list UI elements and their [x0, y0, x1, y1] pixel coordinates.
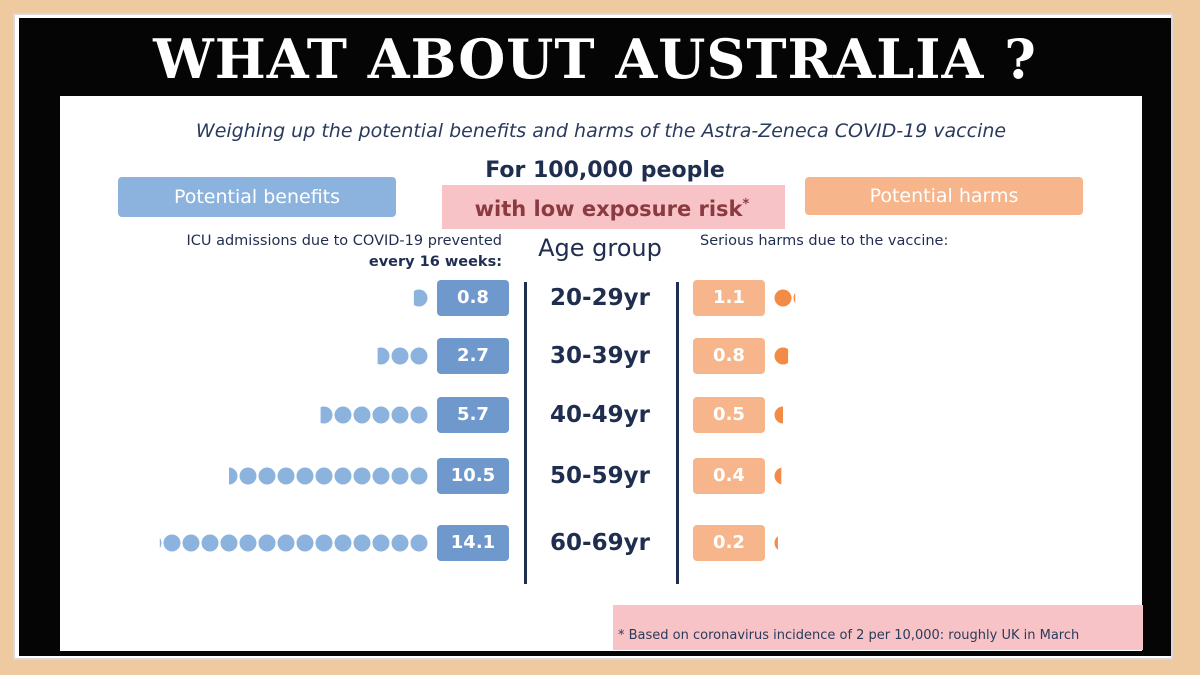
potential-benefits-header: Potential benefits	[118, 177, 396, 217]
population-label: For 100,000 people	[485, 158, 725, 183]
benefit-60-69-partial-dot	[159, 537, 162, 549]
harm-value-20-29: 1.1	[693, 280, 765, 316]
harms-caption: Serious harms due to the vaccine:	[700, 233, 949, 249]
footnote-marker: *	[742, 197, 750, 212]
age-label-50-59: 50-59yr	[550, 463, 650, 489]
benefit-60-69-dot	[296, 534, 314, 552]
benefit-50-59-dot	[372, 467, 390, 485]
benefit-30-39-dot	[391, 347, 409, 365]
harm-20-29-dot	[774, 289, 792, 307]
benefit-50-59-dot	[315, 467, 333, 485]
benefit-value-30-39: 2.7	[437, 338, 509, 374]
benefit-60-69-dot	[182, 534, 200, 552]
benefit-60-69-dot	[334, 534, 352, 552]
benefit-40-49-partial-dot	[320, 406, 333, 424]
harm-40-49-partial-dot	[774, 406, 783, 424]
benefit-40-49-dot	[410, 406, 428, 424]
benefit-value-50-59: 10.5	[437, 458, 509, 494]
exposure-risk-text: with low exposure risk	[474, 197, 743, 221]
left-divider	[524, 282, 527, 584]
benefit-40-49-dot	[391, 406, 409, 424]
harm-50-59-partial-dot	[774, 467, 782, 485]
benefit-50-59-dot	[239, 467, 257, 485]
potential-harms-header: Potential harms	[805, 177, 1083, 215]
age-label-40-49: 40-49yr	[550, 402, 650, 428]
benefit-50-59-partial-dot	[229, 467, 238, 485]
benefit-60-69-dot	[220, 534, 238, 552]
age-label-30-39: 30-39yr	[550, 343, 650, 369]
age-label-60-69: 60-69yr	[550, 530, 650, 556]
low-risk-highlight	[442, 185, 785, 229]
benefit-30-39-dot	[410, 347, 428, 365]
harm-20-29-partial-dot	[793, 292, 796, 304]
benefit-50-59-dot	[391, 467, 409, 485]
benefit-value-20-29: 0.8	[437, 280, 509, 316]
age-group-header: Age group	[538, 234, 662, 262]
benefit-50-59-dot	[277, 467, 295, 485]
benefit-40-49-dot	[334, 406, 352, 424]
chart-subtitle: Weighing up the potential benefits and h…	[195, 120, 1007, 142]
harm-value-40-49: 0.5	[693, 397, 765, 433]
benefit-value-40-49: 5.7	[437, 397, 509, 433]
benefit-value-60-69: 14.1	[437, 525, 509, 561]
benefit-50-59-dot	[353, 467, 371, 485]
harm-value-50-59: 0.4	[693, 458, 765, 494]
benefit-40-49-dot	[372, 406, 390, 424]
benefit-60-69-dot	[239, 534, 257, 552]
benefits-caption-period: every 16 weeks:	[368, 254, 502, 270]
benefit-60-69-dot	[353, 534, 371, 552]
benefit-50-59-dot	[296, 467, 314, 485]
benefit-30-39-partial-dot	[377, 347, 390, 365]
footnote: * Based on coronavirus incidence of 2 pe…	[618, 628, 1080, 643]
benefit-50-59-dot	[334, 467, 352, 485]
benefit-60-69-dot	[277, 534, 295, 552]
benefit-60-69-dot	[391, 534, 409, 552]
age-label-20-29: 20-29yr	[550, 285, 650, 311]
benefit-40-49-dot	[353, 406, 371, 424]
benefits-caption: ICU admissions due to COVID-19 prevented	[186, 233, 502, 249]
right-divider	[676, 282, 679, 584]
benefit-60-69-dot	[201, 534, 219, 552]
benefit-50-59-dot	[410, 467, 428, 485]
headline: WHAT ABOUT AUSTRALIA ?	[153, 27, 1037, 91]
benefit-60-69-dot	[410, 534, 428, 552]
benefit-60-69-dot	[258, 534, 276, 552]
benefit-20-29-partial-dot	[413, 289, 428, 307]
benefit-60-69-dot	[315, 534, 333, 552]
benefit-60-69-dot	[372, 534, 390, 552]
footnote-highlight	[613, 605, 1143, 650]
benefit-50-59-dot	[258, 467, 276, 485]
harm-value-30-39: 0.8	[693, 338, 765, 374]
harm-60-69-partial-dot	[774, 536, 778, 550]
exposure-risk-label: with low exposure risk*	[442, 190, 782, 224]
harm-value-60-69: 0.2	[693, 525, 765, 561]
harm-30-39-partial-dot	[774, 347, 789, 365]
benefit-60-69-dot	[163, 534, 181, 552]
